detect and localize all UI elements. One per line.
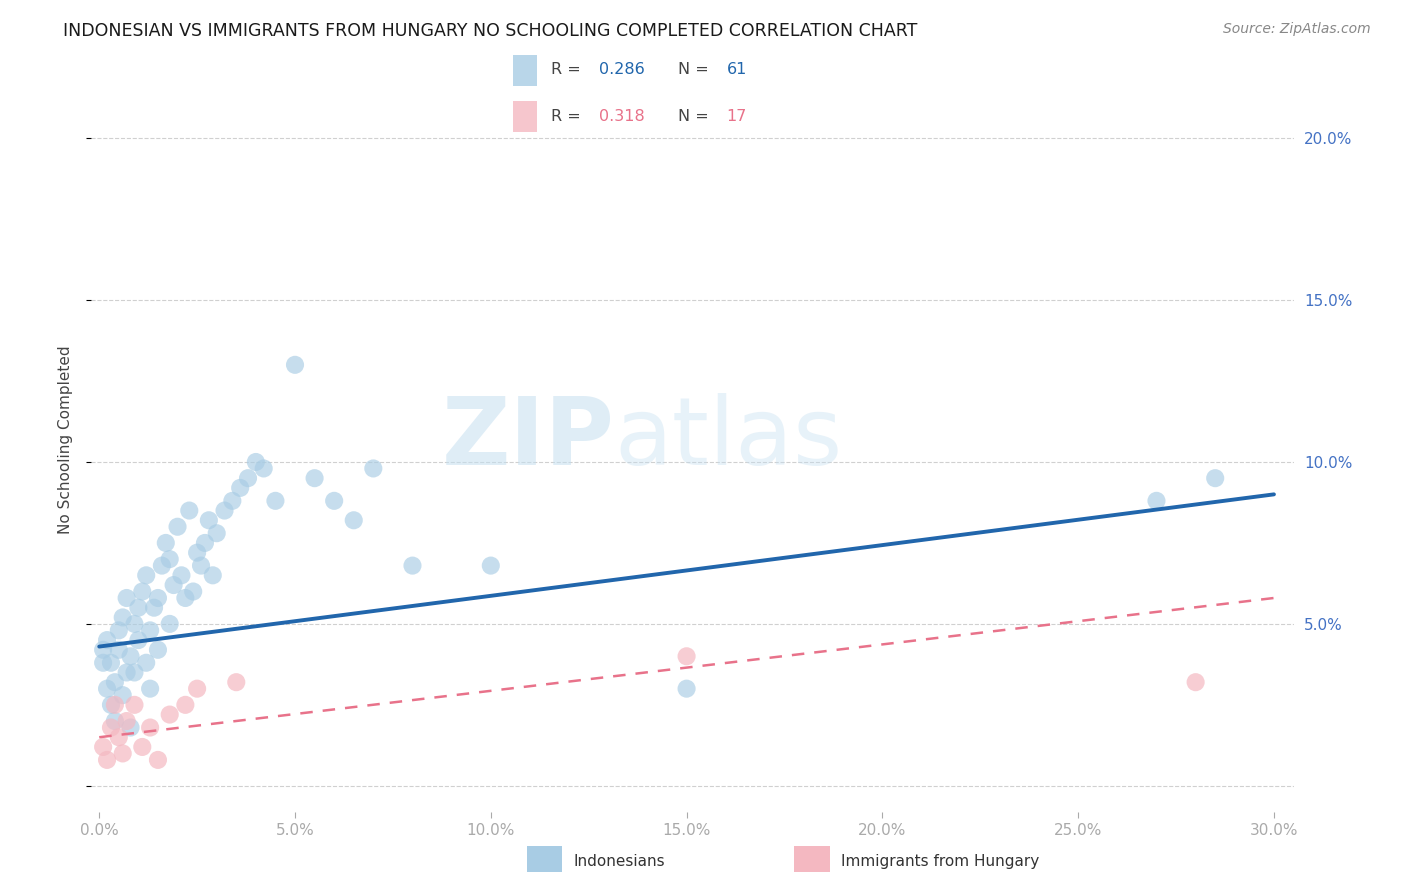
Point [131, 584, 153, 599]
Point [205, 526, 228, 541]
Point [139, 681, 162, 696]
Point [100, 656, 122, 670]
Point [225, 675, 247, 690]
Point [201, 568, 224, 582]
Point [111, 688, 134, 702]
Point [323, 493, 346, 508]
Point [127, 600, 149, 615]
Text: N =: N = [678, 109, 714, 124]
Point [115, 665, 138, 680]
Point [146, 642, 169, 657]
Point [186, 681, 208, 696]
Point [91, 642, 114, 657]
Point [104, 714, 127, 728]
Point [104, 675, 127, 690]
Point [91, 656, 114, 670]
Point [155, 536, 177, 550]
Point [146, 753, 169, 767]
Point [135, 568, 157, 582]
Point [675, 649, 697, 664]
Text: Indonesians: Indonesians [574, 855, 665, 869]
Text: 17: 17 [727, 109, 747, 124]
Point [131, 739, 153, 754]
Text: INDONESIAN VS IMMIGRANTS FROM HUNGARY NO SCHOOLING COMPLETED CORRELATION CHART: INDONESIAN VS IMMIGRANTS FROM HUNGARY NO… [63, 22, 918, 40]
Point [96, 633, 118, 648]
Point [139, 624, 162, 638]
Point [198, 513, 221, 527]
Point [159, 616, 181, 631]
Text: R =: R = [551, 109, 586, 124]
Point [1184, 675, 1206, 690]
Text: 0.286: 0.286 [599, 62, 645, 77]
Point [127, 633, 149, 648]
Point [479, 558, 502, 573]
Point [170, 568, 193, 582]
Point [120, 721, 142, 735]
FancyBboxPatch shape [513, 101, 537, 132]
Point [111, 747, 134, 761]
Point [124, 665, 146, 680]
Point [96, 753, 118, 767]
Point [186, 546, 208, 560]
Y-axis label: No Schooling Completed: No Schooling Completed [58, 345, 73, 533]
Point [120, 649, 142, 664]
Text: 0.318: 0.318 [599, 109, 645, 124]
Point [107, 730, 129, 744]
Point [111, 610, 134, 624]
Point [135, 656, 157, 670]
Point [124, 698, 146, 712]
Point [162, 578, 184, 592]
Point [100, 698, 122, 712]
Text: 61: 61 [727, 62, 747, 77]
Point [124, 616, 146, 631]
Point [221, 493, 243, 508]
Point [100, 721, 122, 735]
Point [107, 642, 129, 657]
Point [675, 681, 697, 696]
Text: ZIP: ZIP [441, 393, 614, 485]
Point [264, 493, 287, 508]
Text: atlas: atlas [614, 393, 842, 485]
Text: N =: N = [678, 62, 714, 77]
Point [401, 558, 423, 573]
Point [181, 584, 204, 599]
Text: Immigrants from Hungary: Immigrants from Hungary [841, 855, 1039, 869]
Point [143, 600, 166, 615]
Point [159, 552, 181, 566]
Point [174, 591, 197, 605]
Text: R =: R = [551, 62, 586, 77]
Point [343, 513, 366, 527]
Point [179, 503, 201, 517]
Point [150, 558, 173, 573]
Point [91, 739, 114, 754]
Point [236, 471, 259, 485]
Point [190, 558, 212, 573]
Point [96, 681, 118, 696]
FancyBboxPatch shape [513, 55, 537, 86]
Point [363, 461, 385, 475]
Point [304, 471, 326, 485]
Point [115, 714, 138, 728]
Point [229, 481, 252, 495]
Point [159, 707, 181, 722]
Point [146, 591, 169, 605]
Point [253, 461, 276, 475]
Point [1204, 471, 1226, 485]
Point [174, 698, 197, 712]
Point [245, 455, 267, 469]
Text: Source: ZipAtlas.com: Source: ZipAtlas.com [1223, 22, 1371, 37]
Point [104, 698, 127, 712]
Point [166, 520, 188, 534]
Point [1146, 493, 1168, 508]
Point [194, 536, 217, 550]
Point [284, 358, 307, 372]
Point [115, 591, 138, 605]
Point [139, 721, 162, 735]
Point [214, 503, 236, 517]
Point [107, 624, 129, 638]
